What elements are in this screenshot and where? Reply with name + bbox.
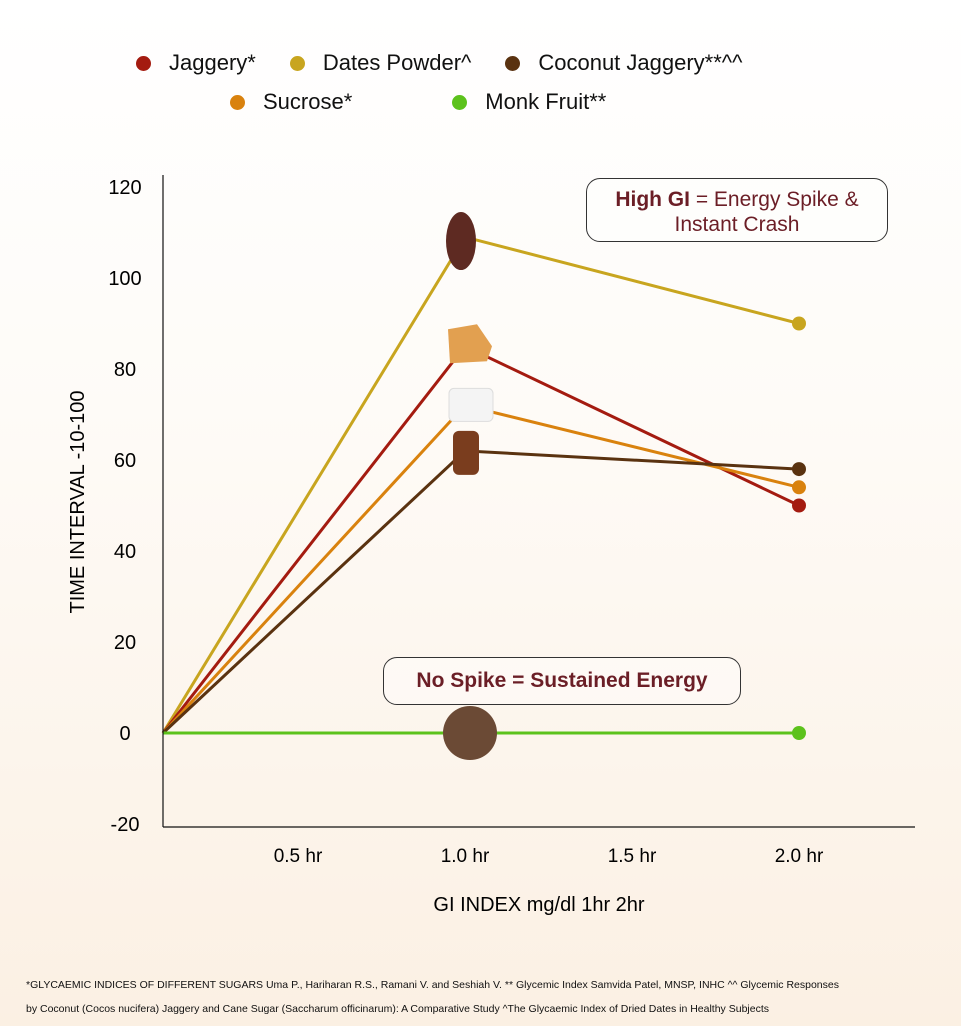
annotation-no-spike: No Spike = Sustained Energy [383, 657, 741, 705]
x-tick-label: 2.0 hr [775, 846, 824, 867]
data-point [792, 480, 806, 495]
y-axis-label: TIME INTERVAL -10-100 [67, 390, 89, 613]
data-point [792, 316, 806, 331]
date-image-icon [446, 212, 476, 271]
legend-label: Sucrose* [263, 89, 353, 114]
footnote-line: *GLYCAEMIC INDICES OF DIFFERENT SUGARS U… [26, 979, 839, 991]
data-point [792, 498, 806, 513]
legend-label: Jaggery* [169, 50, 256, 75]
legend-item-dates: Dates Powder^ [289, 50, 472, 76]
sugar-cube-icon [448, 387, 494, 422]
legend-label: Monk Fruit** [485, 89, 607, 114]
coconut-jaggery-icon [453, 430, 479, 475]
legend-row-1: Jaggery* Dates Powder^ Coconut Jaggery**… [136, 50, 776, 76]
annotation-text: No Spike = Sustained Energy [416, 669, 708, 692]
x-tick-label: 0.5 hr [274, 846, 323, 867]
x-tick-label: 1.5 hr [608, 846, 657, 867]
annotation-bold: High GI [615, 188, 690, 211]
legend-dot [289, 55, 305, 71]
y-tick-label: 20 [114, 632, 136, 654]
legend-item-coconut-jaggery: Coconut Jaggery**^^ [505, 50, 742, 76]
y-tick-label: -20 [111, 814, 140, 836]
monk-fruit-icon [443, 706, 497, 760]
legend-label: Dates Powder^ [322, 50, 472, 75]
legend-dot [230, 94, 245, 110]
annotation-high-gi: High GI = Energy Spike & Instant Crash [586, 178, 888, 242]
annotation-text: = Energy Spike & Instant Crash [674, 188, 859, 236]
legend-row-2: Sucrose* Monk Fruit** [230, 89, 640, 115]
y-tick-label: 60 [114, 450, 136, 472]
legend-dot [136, 55, 151, 71]
y-tick-label: 0 [119, 723, 130, 745]
y-tick-label: 120 [108, 177, 141, 199]
x-tick-label: 1.0 hr [441, 846, 490, 867]
legend-item-monk-fruit: Monk Fruit** [452, 89, 606, 115]
footnotes: *GLYCAEMIC INDICES OF DIFFERENT SUGARS U… [26, 973, 946, 1021]
legend-dot [452, 94, 468, 110]
legend-item-jaggery: Jaggery* [136, 50, 256, 76]
legend-dot [505, 55, 521, 71]
y-tick-label: 40 [114, 541, 136, 563]
jaggery-image-icon [448, 324, 492, 364]
y-tick-label: 100 [108, 268, 141, 290]
data-point [792, 726, 806, 740]
legend-item-sucrose: Sucrose* [230, 89, 352, 115]
x-axis-label: GI INDEX mg/dl 1hr 2hr [433, 894, 645, 916]
y-tick-label: 80 [114, 359, 136, 381]
footnote-line: by Coconut (Cocos nucifera) Jaggery and … [26, 1003, 769, 1015]
legend-label: Coconut Jaggery**^^ [538, 50, 743, 75]
data-point [792, 462, 806, 477]
